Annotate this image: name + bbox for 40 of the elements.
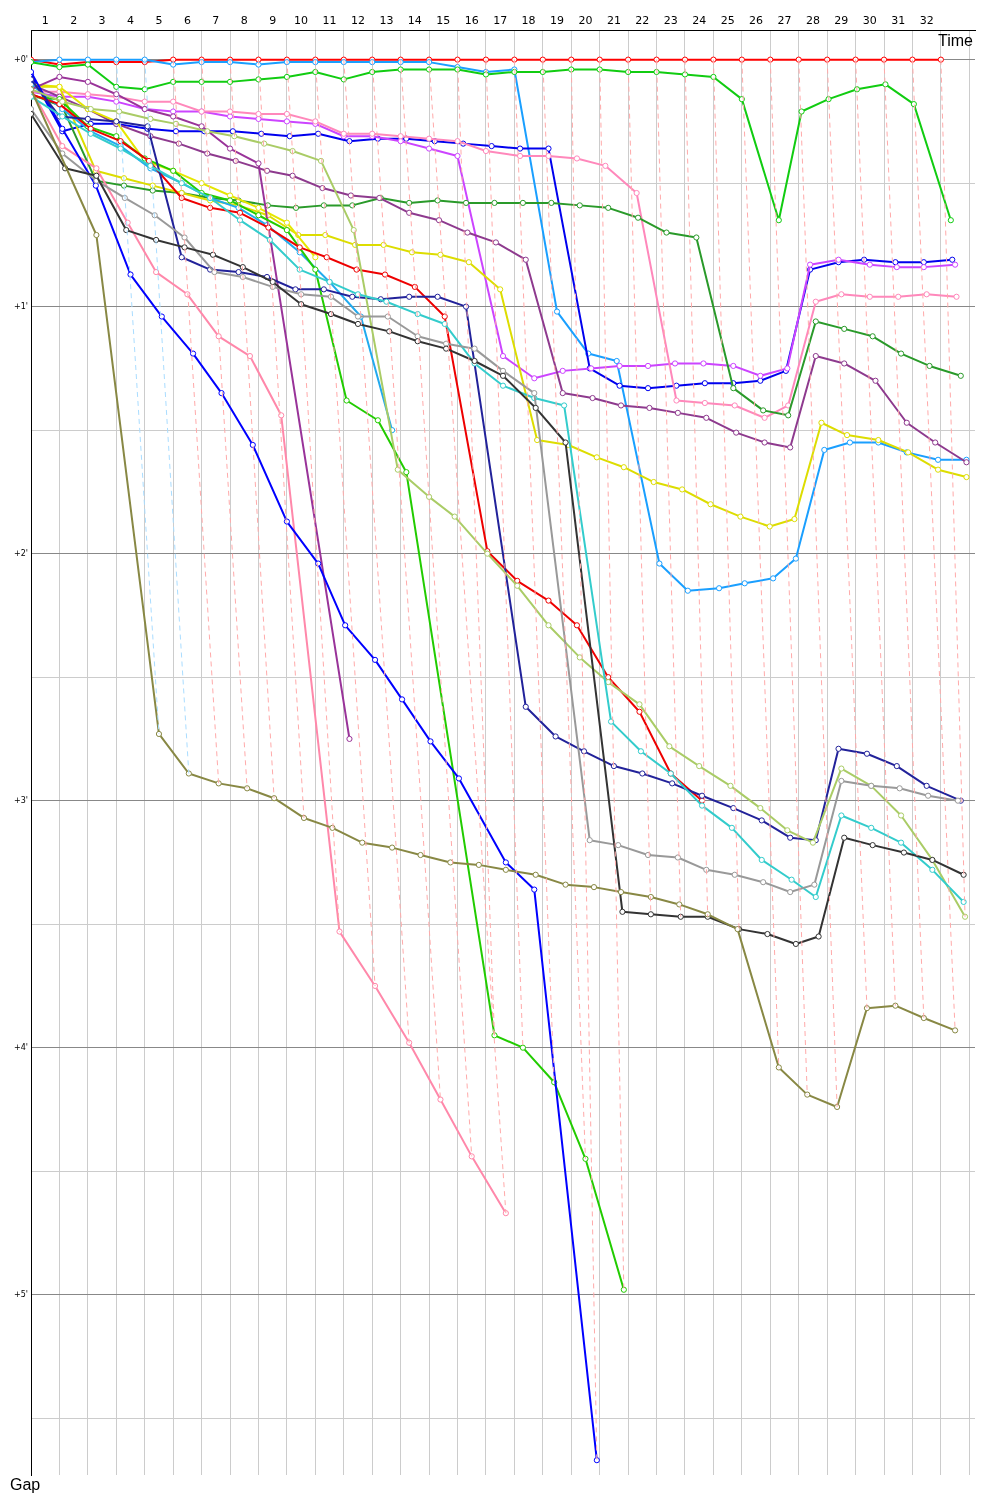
x-tick-label: 17 [493, 14, 508, 28]
y-axis-title: Gap [10, 1476, 41, 1494]
x-tick-label: 20 [578, 14, 593, 28]
x-tick-label: 30 [862, 14, 877, 28]
x-tick-label: 6 [183, 14, 191, 28]
x-tick-label: 4 [127, 14, 135, 28]
y-tick-label: +1' [14, 301, 28, 311]
x-tick-label: 14 [407, 14, 422, 28]
x-tick-label: 2 [70, 14, 78, 28]
x-tick-label: 29 [834, 14, 849, 28]
x-tick-label: 7 [212, 14, 220, 28]
y-tick-label: +0' [14, 54, 28, 64]
x-tick-label: 23 [663, 14, 678, 28]
x-tick-label: 9 [269, 14, 277, 28]
x-tick-label: 28 [805, 14, 820, 28]
x-tick-label: 12 [350, 14, 365, 28]
x-tick-label: 16 [464, 14, 479, 28]
y-tick-label: +5' [14, 1289, 28, 1299]
y-tick-label: +2' [14, 548, 28, 558]
x-tick-label: 26 [749, 14, 764, 28]
x-axis-title: Time [938, 32, 974, 50]
x-tick-label: 27 [777, 14, 792, 28]
x-tick-label: 32 [919, 14, 934, 28]
x-tick-label: 8 [240, 14, 248, 28]
x-tick-label: 19 [550, 14, 565, 28]
x-tick-label: 15 [436, 14, 451, 28]
x-tick-label: 24 [692, 14, 707, 28]
x-tick-label: 11 [322, 14, 337, 28]
x-tick-label: 1 [41, 14, 49, 28]
x-tick-label: 10 [294, 14, 309, 28]
x-tick-label: 18 [521, 14, 536, 28]
x-tick-label: 13 [379, 14, 394, 28]
x-tick-label: 22 [635, 14, 650, 28]
x-tick-label: 5 [155, 14, 163, 28]
x-tick-label: 25 [720, 14, 735, 28]
x-tick-label: 3 [98, 14, 106, 28]
y-tick-label: +4' [14, 1042, 28, 1052]
x-tick-label: 31 [891, 14, 906, 28]
x-tick-label: 21 [606, 14, 621, 28]
y-tick-label: +3' [14, 795, 28, 805]
